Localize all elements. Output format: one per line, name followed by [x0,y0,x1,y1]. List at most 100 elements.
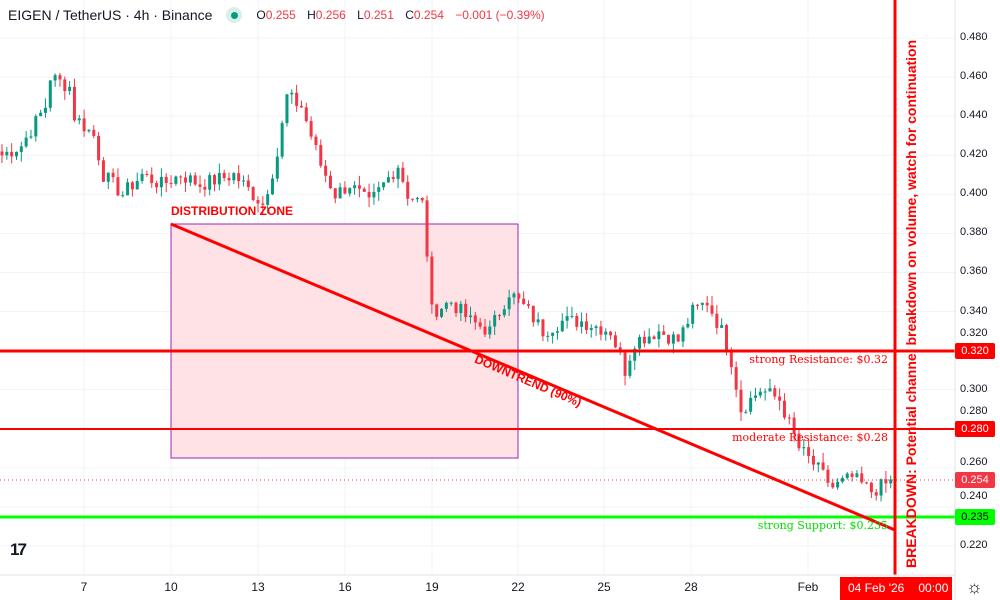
candle [184,171,188,193]
candle [879,478,883,502]
candle [314,134,318,151]
candle [39,109,43,117]
candle [68,81,72,95]
candle [710,296,714,317]
candle [855,470,859,478]
candle [130,181,134,197]
settings-gear-icon[interactable]: ☼ [966,577,983,597]
candle [493,310,497,335]
candle [275,147,279,182]
candle [613,331,617,349]
candle [222,169,226,182]
price-tick-label: 0.260 [960,456,988,468]
time-tick-label: 19 [425,580,439,594]
candle [642,330,646,348]
change-value: −0.001 (−0.39%) [455,8,545,22]
symbol-header: EIGEN / TetherUS · 4h · Binance O0.255 H… [8,7,553,23]
candle [797,428,801,452]
candle [232,171,236,185]
candle [449,301,453,307]
candle [464,299,468,323]
price-tick-label: 0.280 [960,405,988,417]
candle [169,175,173,188]
candle [237,165,241,189]
candle [256,196,260,213]
candle [536,312,540,326]
candle [111,168,115,183]
candle [10,143,14,164]
candle [116,168,120,197]
candle [662,325,666,335]
candle [97,131,101,166]
price-tick-label: 0.440 [960,109,988,122]
price-tick-label: 0.480 [960,31,988,43]
distribution-zone-label: DISTRIBUTION ZONE [171,204,293,218]
candle [459,300,463,322]
candle [135,172,139,190]
candle [319,139,323,168]
price-tick-label: 0.420 [960,148,988,161]
candle [155,180,159,194]
candle [686,317,690,329]
candle [58,72,62,87]
candle [469,306,473,324]
candle [203,179,207,197]
candle [401,161,405,184]
candle [483,319,487,337]
candle [353,181,357,195]
price-tick-label: 0.340 [960,304,988,317]
candle [444,301,448,313]
candle [24,131,28,148]
candle [807,438,811,464]
price-tick-label: 0.300 [960,382,988,395]
candle [43,98,47,118]
candle [473,311,477,330]
candle [357,175,361,198]
candle [845,472,849,480]
candle [623,352,627,386]
time-tick-label: 10 [164,580,178,594]
candle [604,328,608,341]
candle [860,466,864,485]
candle [164,173,168,193]
candle [744,409,748,414]
candle [382,182,386,191]
time-tick-label: 7 [80,580,88,594]
strong-support-label: strong Support: $0.235 [757,519,888,532]
candle [72,78,76,123]
candle [874,489,878,501]
candle [840,475,844,484]
distribution-zone-box[interactable] [170,223,519,459]
last-price-badge: 0.254 [955,472,995,488]
candle [304,102,308,123]
candle [531,305,535,327]
candle [0,144,4,164]
candle [869,481,873,498]
strong-resistance-label: strong Resistance: $0.32 [749,353,888,366]
candle [676,334,680,342]
candle [560,313,564,333]
candle [638,334,642,356]
candle [82,109,86,137]
candle [299,100,303,108]
candle [77,114,81,125]
candle [63,76,67,100]
candle [343,181,347,195]
tradingview-logo-icon[interactable]: 17 [10,540,27,559]
symbol-title[interactable]: EIGEN / TetherUS · 4h · Binance [8,7,213,23]
candle [739,380,743,422]
candle [188,172,192,187]
candle [478,317,482,330]
candle [705,295,709,313]
candle [488,320,492,339]
time-tick-label: 16 [338,580,352,594]
candle [348,187,352,197]
candle [198,175,202,193]
candle [580,312,584,334]
downtrend-line[interactable] [170,222,896,532]
candle [193,172,197,186]
candle [546,331,550,342]
candle [362,187,366,192]
candle [618,342,622,355]
